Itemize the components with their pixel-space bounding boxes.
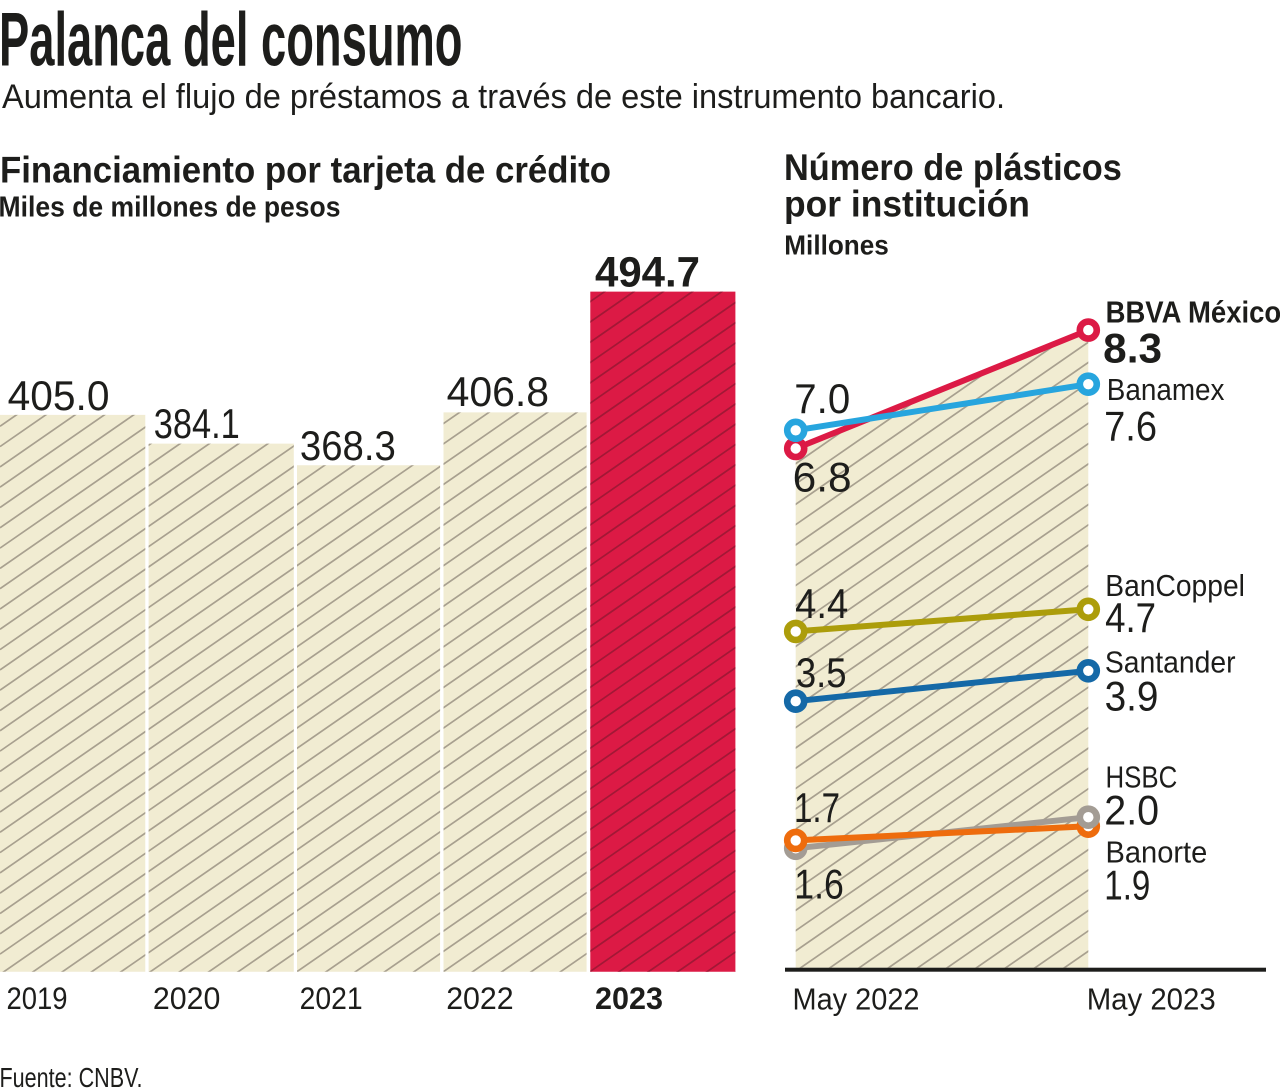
- svg-text:1.7: 1.7: [794, 784, 840, 831]
- svg-text:7.6: 7.6: [1104, 402, 1157, 449]
- svg-text:Palanca del consumo: Palanca del consumo: [0, 0, 463, 83]
- svg-text:Banorte: Banorte: [1106, 835, 1208, 869]
- svg-text:2023: 2023: [595, 980, 663, 1016]
- svg-text:3.5: 3.5: [796, 649, 847, 696]
- svg-text:por institución: por institución: [784, 184, 1030, 225]
- svg-text:Número de plásticos: Número de plásticos: [784, 147, 1122, 188]
- svg-text:May 2022: May 2022: [793, 981, 920, 1016]
- svg-text:405.0: 405.0: [8, 372, 110, 419]
- svg-text:1.6: 1.6: [794, 860, 844, 907]
- svg-text:4.4: 4.4: [795, 580, 848, 627]
- svg-text:7.0: 7.0: [794, 375, 850, 422]
- svg-text:406.8: 406.8: [447, 368, 549, 415]
- svg-text:HSBC: HSBC: [1106, 761, 1178, 795]
- svg-text:Millones: Millones: [784, 230, 889, 261]
- svg-text:2022: 2022: [446, 980, 514, 1016]
- svg-text:Aumenta el flujo de préstamos: Aumenta el flujo de préstamos a través d…: [2, 78, 1005, 116]
- svg-text:4.7: 4.7: [1105, 594, 1156, 641]
- svg-text:368.3: 368.3: [300, 422, 396, 469]
- svg-text:3.9: 3.9: [1105, 672, 1159, 719]
- svg-text:1.9: 1.9: [1104, 862, 1150, 909]
- svg-text:384.1: 384.1: [154, 400, 240, 447]
- svg-text:494.7: 494.7: [595, 248, 700, 296]
- svg-text:BanCoppel: BanCoppel: [1105, 569, 1245, 603]
- svg-text:May 2023: May 2023: [1087, 981, 1216, 1016]
- svg-text:2019: 2019: [7, 980, 68, 1016]
- svg-text:2020: 2020: [153, 980, 221, 1016]
- svg-text:BBVA México: BBVA México: [1106, 295, 1280, 329]
- svg-text:2021: 2021: [300, 980, 363, 1016]
- svg-text:6.8: 6.8: [793, 453, 852, 500]
- svg-text:2.0: 2.0: [1104, 786, 1159, 833]
- svg-text:Santander: Santander: [1105, 646, 1236, 680]
- svg-text:8.3: 8.3: [1103, 325, 1162, 372]
- svg-text:Banamex: Banamex: [1107, 373, 1225, 407]
- svg-text:Financiamiento por tarjeta de: Financiamiento por tarjeta de crédito: [0, 149, 611, 190]
- svg-text:Miles de millones de pesos: Miles de millones de pesos: [0, 191, 341, 223]
- svg-text:Fuente: CNBV.: Fuente: CNBV.: [0, 1062, 143, 1090]
